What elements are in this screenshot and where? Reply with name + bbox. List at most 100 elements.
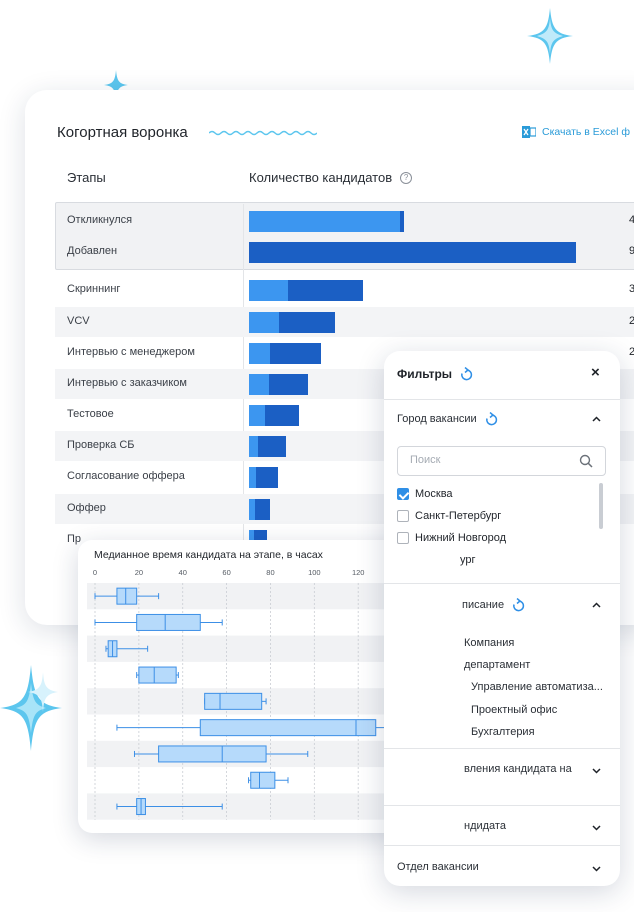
funnel-bar-total[interactable] [249,467,278,488]
column-header-stages: Этапы [67,170,106,185]
reset-icon[interactable] [460,367,473,381]
city-option[interactable]: Санкт-Петербург [397,510,501,522]
excel-icon [522,126,536,138]
column-header-count: Количество кандидатов ? [249,170,413,185]
column-header-count-label: Количество кандидатов [249,170,393,185]
city-search-input[interactable] [410,454,570,466]
division-filter-label: писание [462,599,505,611]
candidate-filter-label: ндидата [464,820,506,832]
funnel-title: Когортная воронка [57,124,188,141]
funnel-row[interactable]: Откликнулся 424 [55,206,634,236]
x-tick-label: 60 [222,568,230,577]
funnel-stage-label: Добавлен [67,245,118,257]
funnel-bar-segment[interactable] [249,436,258,457]
funnel-stage-label: Пр [67,533,82,545]
funnel-row[interactable]: Скриннинг3202 [55,275,634,305]
chevron-down-icon[interactable] [592,823,601,832]
funnel-row[interactable]: VCV 240 [55,307,634,337]
funnel-bar-segment[interactable] [249,343,271,364]
sparkle-icon [28,672,58,712]
division-filter-header[interactable]: писание [462,598,525,612]
checkbox[interactable] [397,510,409,522]
funnel-bar-segment[interactable] [249,374,269,395]
checkbox-checked[interactable] [397,488,409,500]
help-icon[interactable]: ? [400,171,413,184]
funnel-stage-label: VCV [67,315,90,327]
city-option[interactable]: Нижний Новгород [397,532,506,544]
funnel-stage-label: Интервью с менеджером [67,346,195,358]
city-filter-header[interactable]: Город вакансии [397,412,498,426]
funnel-bar-segment[interactable] [249,467,257,488]
candidate-source-filter-label: вления кандидата на [464,763,572,775]
box [250,771,276,789]
funnel-count: 201 [629,346,634,358]
city-option[interactable]: Москва [397,488,453,500]
search-icon[interactable] [579,454,593,468]
box [204,692,263,710]
chevron-down-icon[interactable] [592,766,601,775]
funnel-count: 916 [629,245,634,257]
funnel-bar-total[interactable] [249,242,576,263]
reset-icon[interactable] [485,412,498,426]
checkbox[interactable] [397,532,409,544]
funnel-row[interactable]: Согласование оффера [55,462,634,492]
sparkle-icon [0,665,62,751]
download-excel-link[interactable]: Скачать в Excel ф [522,126,630,138]
download-excel-label: Скачать в Excel ф [542,126,631,138]
funnel-bar-segment[interactable] [249,405,266,426]
funnel-bar-segment[interactable] [249,499,256,520]
filters-header: Фильтры [397,367,473,381]
separator [384,845,620,846]
separator [384,399,620,400]
city-search-box [397,446,606,476]
chart-title: Медианное время кандидата на этапе, в ча… [94,549,323,561]
tree-item[interactable]: департамент [464,659,531,671]
funnel-stage-label: Проверка СБ [67,439,135,451]
sparkle-icon [104,70,128,100]
funnel-bar-segment[interactable] [249,312,280,333]
chevron-down-icon[interactable] [592,864,601,873]
reset-icon[interactable] [512,598,525,612]
candidate-filter-header[interactable]: ндидата [464,820,506,832]
box [138,666,177,684]
cohort-funnel-card: Когортная воронка Скачать в Excel ф Этап… [25,90,634,625]
city-option[interactable]: ург [460,554,476,566]
department-filter-header[interactable]: Отдел вакансии [397,861,479,873]
funnel-bar-segment[interactable] [249,280,289,301]
funnel-stage-label: Согласование оффера [67,470,185,482]
funnel-count: 424 [629,214,634,226]
x-tick-label: 20 [135,568,143,577]
filters-title: Фильтры [397,367,453,381]
filters-panel: Фильтры × Город вакансии [384,351,620,886]
candidate-source-filter-header[interactable]: вления кандидата на [464,763,572,775]
close-icon[interactable]: × [591,364,600,381]
squiggle-underline-icon [209,130,317,136]
funnel-stage-label: Скриннинг [67,283,121,295]
x-tick-label: 120 [352,568,365,577]
box [116,587,138,605]
city-option-label: Санкт-Петербург [415,510,502,522]
boxplot-chart: 020406080100120140Кол-во1011019870562420… [87,568,458,820]
city-list-scrollbar[interactable] [599,483,603,529]
x-tick-label: 80 [266,568,274,577]
funnel-stage-label: Интервью с заказчиком [67,377,187,389]
city-option-label: ург [460,554,476,566]
funnel-row[interactable]: Добавлен9166 [55,237,634,267]
chevron-up-icon[interactable] [592,601,601,610]
funnel-row[interactable]: Интервью с менеджером 201 [55,338,634,368]
funnel-bar-total[interactable] [249,436,287,457]
city-filter-label: Город вакансии [397,413,477,425]
tree-item[interactable]: Компания [464,637,515,649]
chevron-up-icon[interactable] [592,415,601,424]
funnel-stage-label: Откликнулся [67,214,133,226]
tree-item[interactable]: Проектный офис [471,704,558,716]
funnel-bar-segment[interactable] [249,211,401,232]
funnel-row[interactable]: Тестовое [55,400,634,430]
funnel-stage-label: Оффер [67,502,106,514]
tree-item[interactable]: Бухгалтерия [471,726,535,738]
separator [384,583,620,584]
tree-item[interactable]: Управление автоматиза... [471,681,603,693]
x-tick-label: 100 [308,568,321,577]
city-option-label: Нижний Новгород [415,532,507,544]
